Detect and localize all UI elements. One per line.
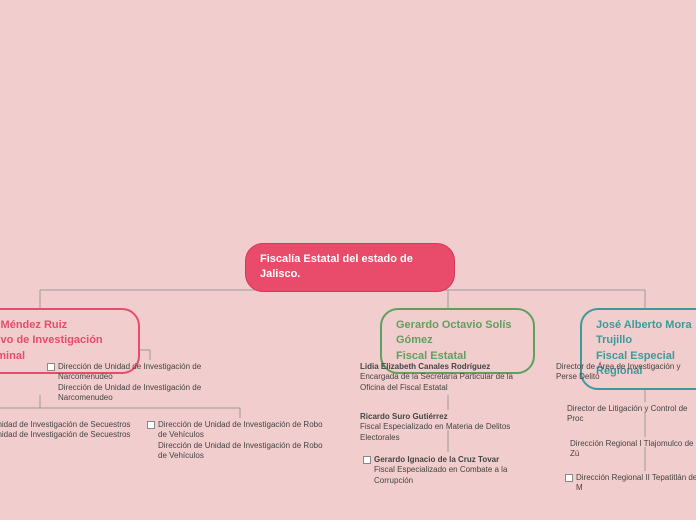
root-title: Fiscalía Estatal del estado de Jalisco.: [260, 253, 413, 280]
leaf-secuestros: e Unidad de Investigación de Secuestros …: [0, 420, 140, 441]
robo-1: Dirección de Unidad de Investigación de …: [158, 420, 327, 441]
reg2-text: Dirección Regional II Tepatitlán de M: [576, 473, 696, 494]
narco-2: Dirección de Unidad de Investigación de …: [58, 383, 207, 404]
litig-text: Director de Litigación y Control de Proc: [567, 404, 696, 425]
checkbox-icon[interactable]: [47, 363, 55, 371]
lidia-name: Lidia Elizabeth Canales Rodríguez: [360, 362, 540, 372]
gerardo-role: Fiscal Especializado en Combate a la Cor…: [374, 465, 548, 486]
leaf-narco: Dirección de Unidad de Investigación de …: [47, 362, 207, 404]
narco-1: Dirección de Unidad de Investigación de …: [58, 362, 207, 383]
leaf-lidia: Lidia Elizabeth Canales Rodríguez Encarg…: [360, 362, 540, 393]
leaf-gerardo: Gerardo Ignacio de la Cruz Tovar Fiscal …: [363, 455, 548, 486]
sec-2: e Unidad de Investigación de Secuestros: [0, 430, 140, 440]
reg1-text: Dirección Regional I Tlajomulco de Zú: [570, 439, 696, 460]
checkbox-icon[interactable]: [147, 421, 155, 429]
robo-2: Dirección de Unidad de Investigación de …: [158, 441, 327, 462]
branch-right-name: José Alberto Mora Trujillo: [596, 318, 696, 349]
leaf-litig: Director de Litigación y Control de Proc: [567, 404, 696, 425]
leaf-area: Director de Área de Investigación y Pers…: [556, 362, 696, 383]
ricardo-name: Ricardo Suro Gutiérrez: [360, 412, 545, 422]
checkbox-icon[interactable]: [565, 474, 573, 482]
lidia-role: Encargada de la Secretaría Particular de…: [360, 372, 540, 393]
ricardo-role: Fiscal Especializado en Materia de Delit…: [360, 422, 545, 443]
branch-left-name: uín Méndez Ruiz: [0, 318, 124, 333]
gerardo-name: Gerardo Ignacio de la Cruz Tovar: [374, 455, 548, 465]
area-text: Director de Área de Investigación y Pers…: [556, 362, 696, 383]
leaf-ricardo: Ricardo Suro Gutiérrez Fiscal Especializ…: [360, 412, 545, 443]
sec-1: e Unidad de Investigación de Secuestros: [0, 420, 140, 430]
root-node: Fiscalía Estatal del estado de Jalisco.: [245, 243, 455, 292]
leaf-reg1: Dirección Regional I Tlajomulco de Zú: [570, 439, 696, 460]
branch-center-name: Gerardo Octavio Solís Gómez: [396, 318, 519, 349]
branch-left-role: cutivo de Investigación Criminal: [0, 333, 124, 364]
checkbox-icon[interactable]: [363, 456, 371, 464]
leaf-reg2: Dirección Regional II Tepatitlán de M: [565, 473, 696, 494]
leaf-robo: Dirección de Unidad de Investigación de …: [147, 420, 327, 462]
